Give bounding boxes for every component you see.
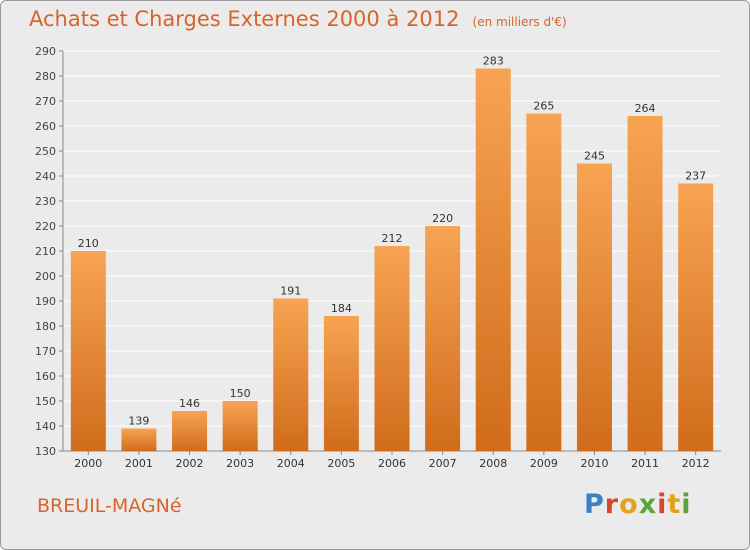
y-tick-label: 130 [35, 445, 56, 458]
data-label: 265 [533, 100, 554, 113]
town-name: BREUIL-MAGNé [37, 495, 182, 517]
x-tick-label: 2003 [226, 457, 254, 470]
bar [323, 316, 359, 451]
data-label: 283 [483, 55, 504, 68]
bar [273, 298, 309, 451]
x-tick-label: 2005 [327, 457, 355, 470]
y-tick-label: 140 [35, 420, 56, 433]
x-tick-label: 2008 [479, 457, 507, 470]
y-tick-label: 220 [35, 220, 56, 233]
y-tick-label: 150 [35, 395, 56, 408]
data-label: 264 [635, 102, 656, 115]
data-label: 184 [331, 302, 352, 315]
x-tick-label: 2012 [682, 457, 710, 470]
x-tick-label: 2000 [74, 457, 102, 470]
y-tick-label: 270 [35, 95, 56, 108]
x-tick-label: 2009 [530, 457, 558, 470]
y-tick-label: 190 [35, 295, 56, 308]
data-label: 212 [382, 232, 403, 245]
proxiti-logo: Proxiti [584, 489, 692, 520]
data-label: 220 [432, 212, 453, 225]
bar [576, 163, 612, 451]
x-tick-label: 2004 [277, 457, 305, 470]
bar [172, 411, 208, 451]
data-label: 191 [280, 285, 301, 298]
bar [374, 246, 410, 451]
y-tick-label: 230 [35, 195, 56, 208]
bar [627, 116, 663, 451]
data-label: 150 [230, 387, 251, 400]
y-tick-label: 160 [35, 370, 56, 383]
data-label: 139 [128, 415, 149, 428]
y-tick-label: 290 [35, 45, 56, 58]
y-tick-label: 260 [35, 120, 56, 133]
chart-subtitle: (en milliers d'€) [472, 15, 567, 29]
data-label: 237 [685, 170, 706, 183]
y-tick-label: 210 [35, 245, 56, 258]
bar [121, 428, 157, 451]
title-row: Achats et Charges Externes 2000 à 2012 (… [29, 7, 567, 31]
y-tick-label: 250 [35, 145, 56, 158]
x-tick-label: 2006 [378, 457, 406, 470]
x-tick-label: 2011 [631, 457, 659, 470]
y-tick-label: 240 [35, 170, 56, 183]
bar [70, 251, 106, 451]
bar [678, 183, 714, 451]
bar [475, 68, 511, 451]
bar [425, 226, 461, 451]
y-tick-label: 280 [35, 70, 56, 83]
data-label: 245 [584, 150, 605, 163]
x-tick-label: 2007 [429, 457, 457, 470]
data-label: 210 [78, 237, 99, 250]
y-tick-label: 200 [35, 270, 56, 283]
x-tick-label: 2010 [580, 457, 608, 470]
y-tick-label: 180 [35, 320, 56, 333]
x-tick-label: 2002 [176, 457, 204, 470]
bar [222, 401, 258, 451]
data-label: 146 [179, 397, 200, 410]
chart-title: Achats et Charges Externes 2000 à 2012 [29, 7, 460, 31]
y-tick-label: 170 [35, 345, 56, 358]
bar [526, 113, 562, 451]
x-tick-label: 2001 [125, 457, 153, 470]
